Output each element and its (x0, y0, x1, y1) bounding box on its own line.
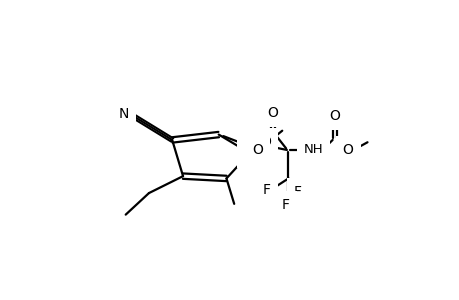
Text: O: O (252, 143, 262, 157)
Text: O: O (259, 135, 270, 149)
Text: S: S (244, 146, 254, 160)
Text: F: F (281, 198, 290, 212)
Text: F: F (293, 184, 301, 199)
Text: HN: HN (245, 139, 264, 152)
Text: N: N (119, 107, 129, 121)
Text: NH: NH (303, 143, 322, 157)
Text: O: O (329, 109, 340, 123)
Text: F: F (262, 183, 270, 197)
Text: O: O (267, 106, 278, 120)
Text: O: O (342, 143, 353, 157)
